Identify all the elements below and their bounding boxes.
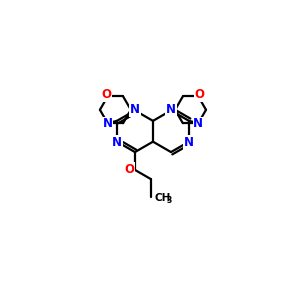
Text: N: N xyxy=(130,103,140,116)
Text: O: O xyxy=(195,88,205,101)
Text: O: O xyxy=(101,88,111,101)
Text: 3: 3 xyxy=(167,196,172,205)
Text: N: N xyxy=(166,103,176,116)
Text: N: N xyxy=(184,136,194,149)
Text: N: N xyxy=(112,136,122,149)
Text: CH: CH xyxy=(154,194,171,203)
Text: N: N xyxy=(103,117,113,130)
Text: N: N xyxy=(193,117,203,130)
Text: O: O xyxy=(124,163,135,176)
